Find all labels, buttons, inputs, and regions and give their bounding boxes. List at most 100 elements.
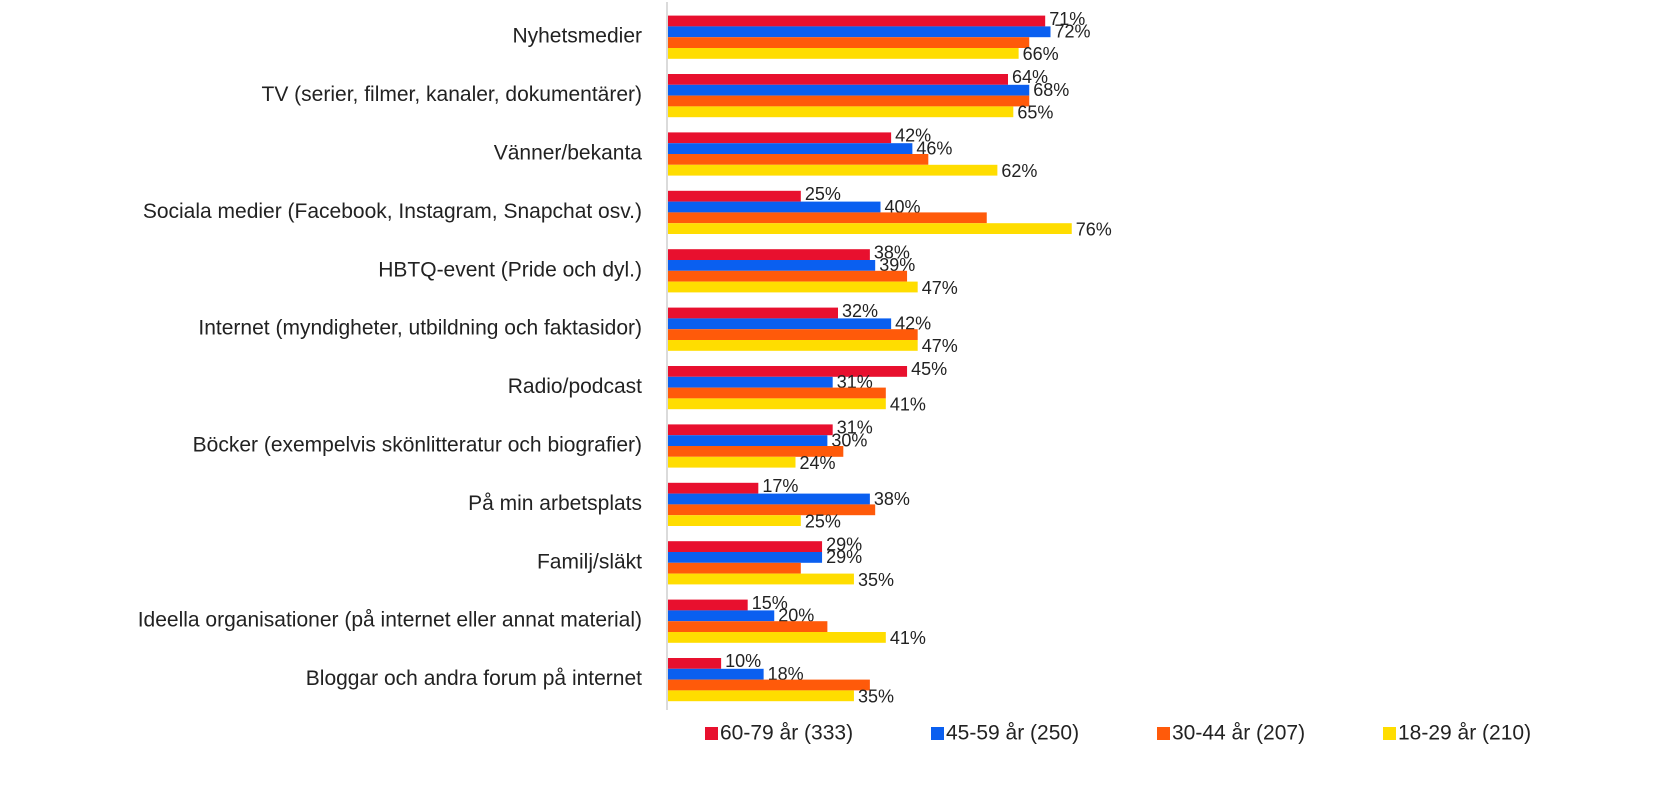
value-label: 42%: [895, 314, 931, 334]
bar: [668, 515, 801, 526]
bar: [668, 15, 1046, 27]
value-label: 29%: [826, 547, 862, 567]
category-label: Nyhetsmedier: [512, 25, 642, 48]
bar: [668, 376, 833, 388]
bar: [668, 307, 838, 319]
bar: [668, 223, 1072, 234]
bar: [668, 201, 881, 213]
bar: [668, 690, 854, 702]
bar: [668, 190, 801, 202]
bar: [668, 37, 1030, 48]
value-label: 24%: [800, 453, 836, 473]
bar: [668, 132, 892, 144]
bar: [668, 679, 870, 691]
bar: [668, 482, 759, 494]
value-label: 31%: [837, 372, 873, 392]
value-label: 30%: [831, 430, 867, 450]
value-label: 76%: [1076, 219, 1112, 239]
value-label: 31%: [837, 418, 873, 438]
category-label: Sociala medier (Facebook, Instagram, Sna…: [143, 200, 642, 223]
category-label: TV (serier, filmer, kanaler, dokumentäre…: [262, 83, 642, 106]
bar: [668, 340, 918, 351]
value-label: 38%: [874, 489, 910, 509]
bar: [668, 281, 918, 293]
legend-label: 60-79 år (333): [720, 722, 853, 745]
value-label: 46%: [916, 138, 952, 158]
category-label: Internet (myndigheter, utbildning och fa…: [198, 317, 642, 340]
bar: [668, 573, 854, 585]
value-label: 35%: [858, 687, 894, 707]
category-label: Böcker (exempelvis skönlitteratur och bi…: [193, 434, 642, 457]
value-label: 10%: [725, 651, 761, 671]
value-label: 47%: [922, 336, 958, 356]
bar: [668, 541, 823, 552]
legend-label: 45-59 år (250): [946, 722, 1079, 745]
bar: [668, 84, 1030, 96]
bar: [668, 366, 908, 377]
value-label: 62%: [1001, 161, 1037, 181]
value-label: 71%: [1049, 9, 1085, 29]
bar: [668, 493, 870, 505]
bar: [668, 26, 1051, 38]
value-label: 42%: [895, 126, 931, 146]
legend-swatch: [1157, 727, 1170, 740]
bar: [668, 154, 929, 165]
value-label: 65%: [1017, 103, 1053, 123]
value-label: 35%: [858, 570, 894, 590]
category-label: På min arbetsplats: [468, 492, 642, 515]
bar: [668, 95, 1030, 107]
value-label: 18%: [768, 664, 804, 684]
bar: [668, 164, 998, 176]
bar: [668, 106, 1014, 118]
bar: [668, 212, 987, 224]
value-label: 68%: [1033, 80, 1069, 100]
bar: [668, 610, 775, 622]
bar: [668, 48, 1019, 59]
category-label: Ideella organisationer (på internet elle…: [138, 609, 642, 632]
bar: [668, 329, 918, 340]
category-label: Radio/podcast: [508, 375, 642, 398]
bar: [668, 599, 748, 611]
legend-label: 18-29 år (210): [1398, 722, 1531, 745]
value-label: 45%: [911, 359, 947, 379]
legend-swatch: [931, 727, 944, 740]
value-label: 39%: [879, 255, 915, 275]
bar: [668, 632, 886, 643]
legend-swatch: [705, 727, 718, 740]
value-label: 15%: [752, 593, 788, 613]
value-label: 29%: [826, 534, 862, 554]
value-label: 32%: [842, 301, 878, 321]
bar: [668, 621, 828, 632]
value-label: 25%: [805, 184, 841, 204]
value-label: 20%: [778, 606, 814, 626]
bar: [668, 456, 796, 468]
bar: [668, 504, 876, 516]
value-label: 25%: [805, 511, 841, 531]
value-label: 72%: [1055, 22, 1091, 42]
value-label: 47%: [922, 278, 958, 298]
value-label: 64%: [1012, 67, 1048, 87]
bar: [668, 424, 833, 436]
bar: [668, 658, 722, 669]
value-label: 66%: [1023, 44, 1059, 64]
bar: [668, 387, 886, 399]
value-label: 38%: [874, 242, 910, 262]
bar: [668, 74, 1008, 85]
bar: [668, 562, 801, 574]
bar: [668, 398, 886, 410]
value-label: 17%: [762, 476, 798, 496]
bar: [668, 552, 823, 563]
legend-swatch: [1383, 727, 1396, 740]
bar: [668, 260, 876, 271]
bar: [668, 446, 844, 457]
bar: [668, 435, 828, 446]
value-label: 40%: [885, 197, 921, 217]
value-label: 41%: [890, 395, 926, 415]
legend-label: 30-44 år (207): [1172, 722, 1305, 745]
value-label: 41%: [890, 628, 926, 648]
bar: [668, 318, 892, 330]
bar: [668, 249, 870, 260]
bar: [668, 270, 908, 282]
bar: [668, 143, 913, 154]
